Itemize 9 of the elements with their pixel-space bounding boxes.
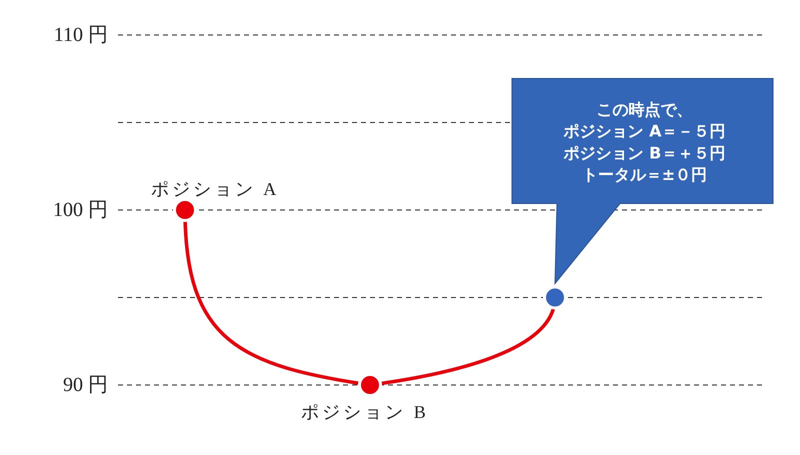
annotation: トータル＝±０円 [582,165,708,184]
annotation: ポジション A＝－５円 [562,122,726,141]
y-tick-label: 100 円 [53,199,108,221]
text: ポジション B [301,402,429,422]
annotation: ポジション B＝＋５円 [562,143,726,162]
annotation: この時点で、 [596,100,692,119]
annotation: ポジション A [150,179,280,199]
y-tick-label: 90 円 [63,374,108,396]
y-tick-label: 110 円 [54,24,108,46]
